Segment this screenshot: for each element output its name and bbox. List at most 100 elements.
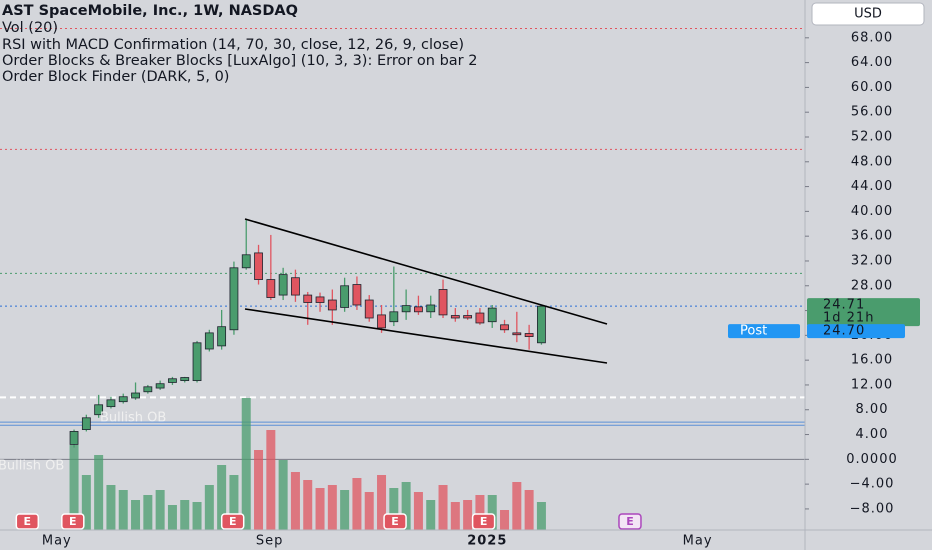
earnings-marker (471, 513, 496, 530)
candle-body (500, 324, 509, 331)
indicator-legend: Order Block Finder (DARK, 5, 0) (2, 69, 229, 85)
candle-body (94, 404, 104, 416)
candle-body (364, 299, 374, 319)
countdown: 1d 21h (823, 311, 874, 326)
volume-bar (192, 502, 202, 530)
volume-bar (290, 472, 300, 530)
volume-bar (217, 465, 227, 530)
y-tick-label: 12.00 (851, 377, 893, 392)
volume-bar (229, 475, 239, 530)
candle-body (426, 304, 436, 313)
price-axis (805, 0, 932, 530)
earnings-label: E (69, 515, 77, 528)
candle-body (537, 305, 546, 344)
earnings-marker (383, 513, 407, 530)
x-tick-label: May (683, 534, 713, 549)
candle-body (254, 252, 263, 280)
y-tick-label: −8.00 (850, 501, 895, 516)
earnings-marker (618, 513, 642, 530)
volume-bar (266, 430, 276, 530)
y-tick-label: 32.00 (851, 253, 893, 268)
earnings-label: E (391, 515, 399, 528)
y-tick-label: 64.00 (851, 55, 893, 70)
volume-bar (81, 475, 91, 530)
candle-body (414, 306, 423, 313)
candle-body (291, 277, 300, 296)
volume-bar (487, 495, 497, 530)
y-tick-label: 48.00 (851, 154, 893, 169)
volume-bar (438, 485, 448, 530)
y-tick-label: 28.00 (851, 278, 893, 293)
indicator-legend: RSI with MACD Confirmation (14, 70, 30, … (2, 37, 464, 53)
y-tick-label: 16.00 (851, 353, 893, 368)
candle-body (229, 267, 239, 331)
earnings-label: E (626, 515, 634, 528)
volume-bar (327, 485, 337, 530)
y-tick-label: 36.00 (851, 229, 893, 244)
volume-bar (180, 500, 190, 530)
ob-label: Bullish OB (0, 459, 64, 474)
y-tick-label: 68.00 (851, 30, 893, 45)
volume-bar (401, 482, 411, 530)
volume-bar (389, 488, 399, 530)
trendline-lower (244, 308, 608, 364)
candle-body (475, 312, 485, 324)
candle-body (180, 377, 190, 382)
candle-body (106, 399, 116, 408)
candle-body (69, 431, 79, 445)
candle-body (168, 378, 177, 383)
y-tick-label: 44.00 (851, 179, 893, 194)
volume-bar (69, 445, 79, 530)
indicator-legend: Order Blocks & Breaker Blocks [LuxAlgo] … (2, 53, 477, 69)
earnings-marker (15, 513, 40, 530)
volume-bar (500, 510, 510, 530)
volume-bar (450, 502, 460, 530)
candle-body (81, 417, 91, 430)
chart-title: AST SpaceMobile, Inc., 1W, NASDAQ (2, 3, 298, 19)
ob-label: Bullish OB (100, 411, 166, 426)
y-tick-label: 4.00 (856, 427, 889, 442)
candle-body (463, 315, 473, 319)
earnings-marker (61, 513, 85, 530)
volume-bar (315, 488, 325, 530)
candle-body (512, 332, 522, 336)
x-tick-label: May (42, 534, 72, 549)
volume-bar (131, 500, 141, 530)
candle-body (450, 315, 460, 319)
candle-body (155, 383, 165, 389)
volume-bar (536, 502, 546, 530)
y-tick-label: 60.00 (851, 80, 893, 95)
volume-bar (426, 500, 436, 530)
volume-bar (241, 398, 251, 530)
candle-body (303, 294, 313, 303)
currency: USD (854, 7, 882, 22)
volume-bar (143, 495, 153, 530)
x-tick-label: Sep (256, 534, 284, 549)
candle-body (389, 311, 399, 323)
volume-bar (94, 455, 104, 530)
candle-body (315, 296, 325, 303)
volume-bar (524, 490, 534, 530)
candle-body (217, 326, 227, 347)
currency-button[interactable] (811, 2, 925, 26)
x-tick-label: 2025 (467, 534, 507, 549)
indicator-legend: Vol (20) (2, 20, 58, 36)
candle-body (401, 305, 411, 313)
volume-bar (475, 495, 485, 530)
volume-bar (463, 500, 473, 530)
post-name: Post (740, 324, 767, 339)
y-tick-label: −4.00 (850, 477, 895, 492)
last-price: 24.71 (823, 298, 865, 313)
volume-bar (278, 460, 288, 530)
volume-bar (377, 475, 387, 530)
candle-body (487, 307, 497, 323)
earnings-label: E (229, 515, 237, 528)
candle-body (352, 284, 362, 306)
volume-bar (106, 485, 116, 530)
earnings-marker (220, 513, 245, 530)
volume-bar (364, 492, 374, 530)
volume-bar (413, 492, 423, 530)
earnings-label: E (24, 515, 32, 528)
